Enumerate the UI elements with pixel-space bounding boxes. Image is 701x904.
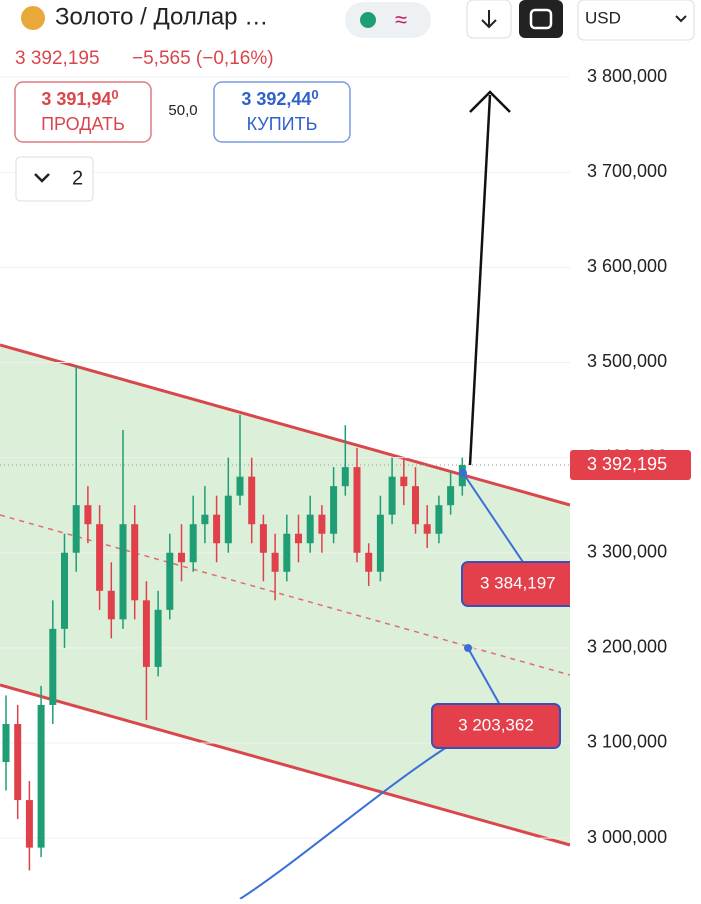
candle-body [107,590,115,620]
candle-body [131,524,139,601]
candle-body [178,552,185,563]
candle-body [189,524,197,563]
candle-body [423,524,431,534]
price-tag-label: 3 392,195 [587,454,667,474]
candle-body [365,552,373,572]
candle-body [49,628,57,705]
candle-body [283,533,291,572]
connector [462,472,526,566]
status-dot [360,12,376,28]
candle-body [72,505,80,553]
candle-body [236,476,244,496]
y-tick-label: 3 300,000 [587,541,667,561]
buy-price-main: 3 392,44 [241,89,311,109]
candle-body [119,524,127,620]
down-icon [481,10,497,29]
sell-price-main: 3 391,94 [41,89,111,109]
gold-icon [21,6,45,30]
candle-body [96,524,104,591]
candle-body [25,800,33,848]
candle-body [330,486,338,534]
candle-body [154,609,162,667]
indicators-count: 2 [72,167,83,189]
candle-body [213,514,221,544]
candle-body [376,514,384,572]
price-tag [570,450,691,481]
sell-price-suffix: 0 [111,87,118,102]
candle-body [295,533,302,544]
candle-body [224,495,232,544]
sell-label: ПРОДАТЬ [41,114,125,134]
buy-label: КУПИТЬ [247,114,318,134]
annotation: 3 384,197 [480,573,556,592]
candle-body [166,552,174,610]
candle-body [400,476,408,487]
curve [239,744,451,900]
chevron [675,15,687,23]
axis-bg [570,0,701,899]
channel-fill [0,345,570,845]
title: Золото / Доллар … [55,3,268,30]
buy-button[interactable] [213,81,351,143]
y-tick-label: 3 000,000 [587,827,667,847]
target-arrow [468,90,511,466]
change: −5,565 (−0,16%) [132,48,274,69]
candle-body [201,514,209,525]
y-tick-label: 3 200,000 [587,637,667,657]
candle-body [353,467,361,553]
spread: 50,0 [168,102,197,119]
connector [467,647,501,706]
sell-button[interactable] [14,81,152,143]
y-tick-label: 3 500,000 [587,351,667,371]
anchor [459,469,467,477]
y-tick-label: 3 800,000 [587,66,667,86]
candle-body [306,514,314,544]
channel-upper [0,343,571,507]
annotation: 3 203,362 [458,715,534,734]
y-tick-label: 3 700,000 [587,161,667,181]
y-tick-label: 3 100,000 [587,732,667,752]
candle-body [84,505,92,525]
candle-body [271,552,279,572]
candle-body [259,524,267,553]
status-icon: ≈ [395,7,407,32]
candle-body [447,486,455,506]
candle-body [318,514,326,534]
candle-body [2,723,10,763]
indicators-button[interactable] [15,156,94,202]
buy-price: 3 392,440 [241,87,318,108]
currency-select[interactable] [577,0,695,41]
buy-price-suffix: 0 [311,87,318,102]
candle-body [388,476,396,515]
candle-body [435,505,443,534]
candle-body [341,467,349,487]
channel-lower [0,683,571,847]
layout-button[interactable] [519,0,563,38]
chevron [34,173,50,183]
currency: USD [585,8,621,27]
candle-body [37,704,45,848]
y-tick-label: 3 600,000 [587,256,667,276]
candle-body [412,486,419,525]
candle-body [14,723,22,801]
anchor [464,644,472,652]
candle-body [142,600,150,667]
candle-body [61,552,68,629]
status-pill[interactable] [345,2,431,38]
price: 3 392,195 [15,48,100,69]
layout-icon [529,8,553,30]
annotation-box [431,703,561,749]
candle-body [248,476,256,525]
sell-price: 3 391,940 [41,87,118,108]
